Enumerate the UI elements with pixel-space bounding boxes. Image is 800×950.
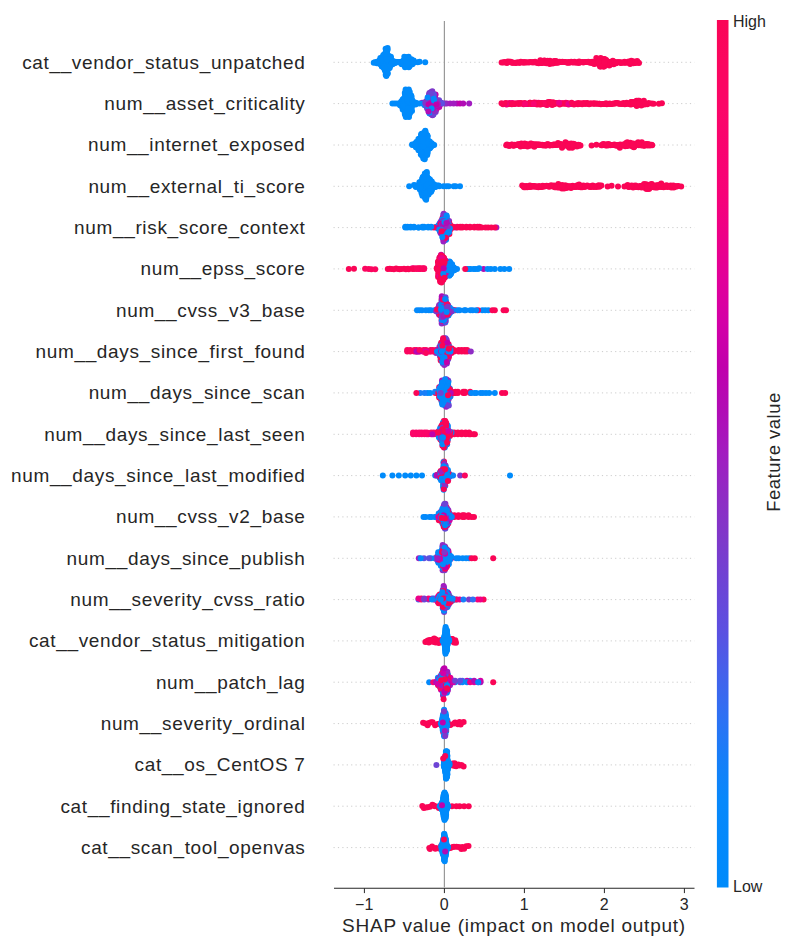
svg-text:num__days_since_first_found: num__days_since_first_found xyxy=(36,341,306,363)
svg-text:num__cvss_v2_base: num__cvss_v2_base xyxy=(116,506,306,528)
svg-text:cat__vendor_status_unpatched: cat__vendor_status_unpatched xyxy=(22,52,305,74)
svg-text:cat__os_CentOS 7: cat__os_CentOS 7 xyxy=(135,754,306,776)
svg-text:cat__vendor_status_mitigation: cat__vendor_status_mitigation xyxy=(29,630,306,652)
svg-text:cat__scan_tool_openvas: cat__scan_tool_openvas xyxy=(81,837,306,859)
svg-text:Feature value: Feature value xyxy=(763,392,784,512)
svg-text:3: 3 xyxy=(680,896,689,913)
svg-text:−1: −1 xyxy=(355,896,374,913)
svg-text:num__risk_score_context: num__risk_score_context xyxy=(74,217,306,239)
svg-text:num__patch_lag: num__patch_lag xyxy=(156,672,306,694)
svg-text:num__severity_cvss_ratio: num__severity_cvss_ratio xyxy=(70,589,305,611)
svg-text:num__epss_score: num__epss_score xyxy=(140,258,305,280)
svg-text:High: High xyxy=(733,13,766,30)
svg-text:cat__finding_state_ignored: cat__finding_state_ignored xyxy=(60,796,305,818)
svg-text:0: 0 xyxy=(440,896,449,913)
svg-text:num__days_since_scan: num__days_since_scan xyxy=(89,382,306,404)
svg-text:1: 1 xyxy=(520,896,529,913)
svg-text:SHAP value (impact on model ou: SHAP value (impact on model output) xyxy=(342,915,686,936)
svg-text:num__asset_criticality: num__asset_criticality xyxy=(104,93,305,115)
svg-text:2: 2 xyxy=(600,896,609,913)
svg-text:num__days_since_last_seen: num__days_since_last_seen xyxy=(44,424,305,446)
svg-text:num__external_ti_score: num__external_ti_score xyxy=(88,176,305,198)
svg-text:num__internet_exposed: num__internet_exposed xyxy=(88,134,306,156)
svg-text:num__cvss_v3_base: num__cvss_v3_base xyxy=(116,300,306,322)
svg-text:num__days_since_publish: num__days_since_publish xyxy=(67,548,306,570)
svg-text:num__severity_ordinal: num__severity_ordinal xyxy=(101,713,306,735)
svg-text:num__days_since_last_modified: num__days_since_last_modified xyxy=(11,465,306,487)
svg-text:Low: Low xyxy=(733,878,763,895)
